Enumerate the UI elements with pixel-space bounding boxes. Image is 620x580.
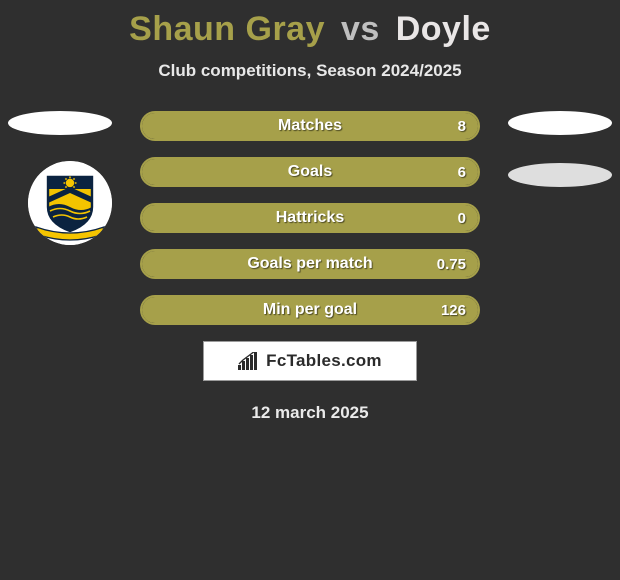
stat-bar-fill <box>142 297 478 323</box>
club-crest-svg <box>28 161 112 245</box>
stat-bar: Matches8 <box>140 111 480 141</box>
vs-word: vs <box>341 10 380 48</box>
content-area: Matches8 Goals6 Hattricks0 Goals per match0… <box>0 111 620 423</box>
stat-bar: Min per goal126 <box>140 295 480 325</box>
stat-bar: Goals per match0.75 <box>140 249 480 279</box>
brand-box[interactable]: FcTables.com <box>203 341 417 381</box>
stat-bar-fill <box>142 205 478 231</box>
stat-bar: Goals6 <box>140 157 480 187</box>
stat-bars: Matches8 Goals6 Hattricks0 Goals per match0… <box>140 111 480 325</box>
stat-bar-fill <box>142 251 478 277</box>
right-photo-placeholder-1 <box>508 111 612 135</box>
left-photo-placeholder <box>8 111 112 135</box>
right-photo-placeholder-2 <box>508 163 612 187</box>
club-crest <box>28 161 112 245</box>
stat-bar-fill <box>142 113 478 139</box>
bar-chart-icon <box>238 352 260 370</box>
player2-name: Doyle <box>396 10 491 48</box>
stat-bar: Hattricks0 <box>140 203 480 233</box>
subtitle: Club competitions, Season 2024/2025 <box>0 61 620 81</box>
page-title: Shaun Gray vs Doyle <box>0 10 620 49</box>
comparison-card: Shaun Gray vs Doyle Club competitions, S… <box>0 0 620 580</box>
stat-bar-fill <box>142 159 478 185</box>
player1-name: Shaun Gray <box>129 10 325 48</box>
brand-text: FcTables.com <box>266 351 382 371</box>
date-text: 12 march 2025 <box>0 403 620 423</box>
